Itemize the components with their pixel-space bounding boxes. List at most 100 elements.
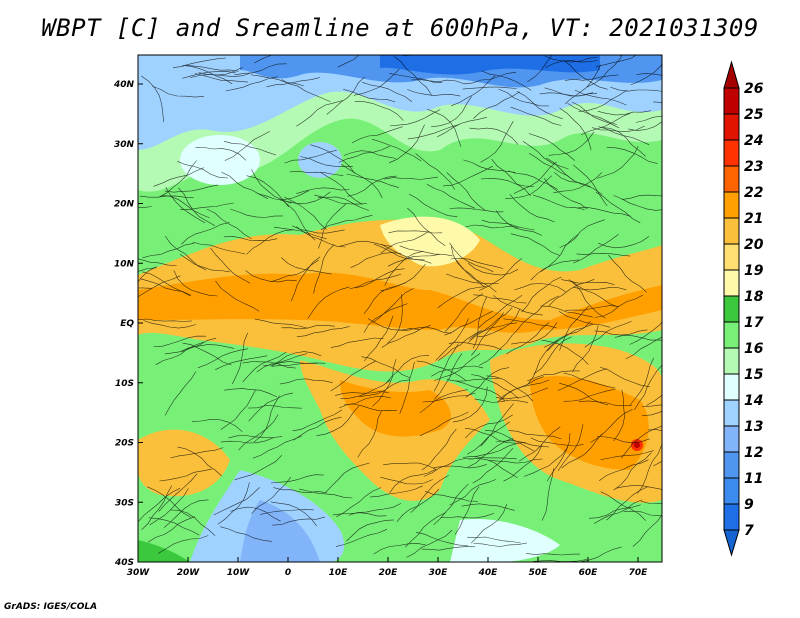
colorbar-label: 22 [744,185,763,201]
streamline [473,441,526,458]
streamline [623,510,662,517]
streamline [478,328,519,366]
lon-tick-label: 30E [429,568,449,578]
streamline [647,429,662,432]
streamline [438,329,483,361]
streamline [613,195,662,211]
streamline [572,325,599,373]
streamline [408,193,458,217]
streamline [350,252,402,268]
streamline [194,73,248,83]
lat-tick-label: 40N [113,80,135,90]
streamline [599,366,650,388]
streamline [595,55,638,67]
streamline [621,425,662,459]
streamline [558,311,611,328]
streamline [632,514,662,547]
streamline [480,177,534,187]
streamline [640,500,662,505]
colorbar-swatch [723,373,740,401]
longitude-axis: 30W 20W 10W 0 10E 20E 30E 40E 50E 60E 70E [127,557,648,578]
streamline [234,454,283,481]
streamline [466,421,510,455]
streamline [381,243,432,264]
streamline [442,165,493,187]
streamline [254,318,308,329]
streamline [479,258,522,291]
colorbar-label: 7 [744,523,754,539]
streamline [426,108,462,147]
streamline [523,446,569,477]
streamline [472,447,514,484]
colorbar-label: 16 [744,341,764,357]
streamline [544,55,598,63]
streamline [578,400,633,407]
streamline [450,75,496,107]
colorbar-swatch [723,347,740,375]
streamline [473,542,528,547]
streamline [361,356,411,379]
streamline [147,516,196,543]
streamline [230,506,281,522]
streamline [389,468,437,493]
streamline [349,273,402,290]
streamline [541,339,589,365]
streamline [410,475,449,513]
streamline [476,308,520,338]
lon-tick-label: 0 [285,568,291,578]
streamline [564,64,601,105]
streamline [489,458,543,464]
colorbar-label: 19 [744,263,764,279]
streamline [440,513,494,519]
streamline [561,433,603,469]
streamline [164,337,217,355]
streamline [495,440,550,448]
streamline [514,283,566,292]
streamline [362,82,413,103]
streamline [513,161,557,194]
streamline [256,353,307,373]
streamline [431,96,472,128]
streamline [557,424,584,472]
streamline [213,487,260,516]
streamline [299,488,353,499]
streamline [253,395,280,443]
lat-tick-label: 20N [114,200,135,210]
lon-tick-label: 20E [379,568,399,578]
streamline [528,152,575,182]
streamline [465,367,510,398]
streamline [630,63,662,86]
streamline [510,233,560,256]
lon-tick-label: 30W [127,568,151,578]
streamline [465,224,519,229]
streamline [158,160,197,198]
streamline [293,416,342,441]
streamline [563,388,616,402]
lon-tick-label: 70E [629,568,649,578]
streamline [559,305,590,351]
streamline [564,74,619,81]
streamline [357,410,383,458]
streamline [238,414,279,451]
streamline [608,254,647,293]
lon-tick-label: 40E [478,568,499,578]
streamline [467,536,521,544]
streamline [169,509,216,536]
streamline [577,206,631,217]
streamline [181,344,235,352]
streamline [147,486,192,518]
colorbar-label: 12 [744,445,763,461]
streamline [581,112,631,135]
streamline [527,55,553,82]
streamline [153,335,207,347]
streamline [330,337,384,348]
streamline [426,184,476,209]
streamline [444,293,483,332]
streamline [399,361,415,414]
streamline [473,294,527,304]
streamline [572,164,608,207]
streamline [641,404,662,407]
streamline [576,252,631,257]
streamline [351,126,404,144]
colorbar-swatch [723,87,740,115]
